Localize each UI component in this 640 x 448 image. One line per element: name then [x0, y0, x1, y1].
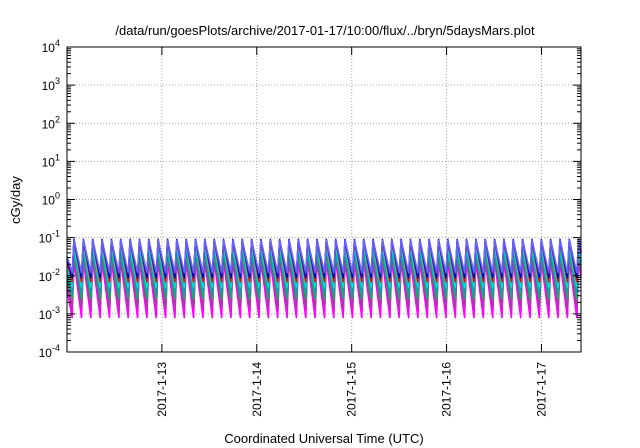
x-tick-label: 2017-1-17	[534, 362, 548, 417]
x-tick-label: 2017-1-15	[345, 362, 359, 417]
series-line	[66, 239, 582, 274]
y-axis: 104 103 102 101 100 10-1 10-2 10-3 10-4	[39, 38, 581, 360]
y-axis-label: cGy/day	[8, 176, 23, 224]
y-tick-label: 10-3	[39, 305, 60, 322]
y-tick-label: 100	[42, 191, 60, 208]
x-tick-label: 2017-1-14	[250, 362, 264, 417]
x-axis: 2017-1-13 2017-1-14 2017-1-15 2017-1-16 2017…	[155, 47, 548, 417]
y-tick-label: 10-2	[39, 267, 60, 284]
y-tick-label: 10-4	[39, 343, 60, 360]
x-tick-label: 2017-1-16	[440, 362, 454, 417]
series-layer	[66, 238, 582, 319]
y-tick-label: 10-1	[39, 229, 60, 246]
x-axis-label: Coordinated Universal Time (UTC)	[224, 431, 423, 446]
x-tick-label: 2017-1-13	[155, 362, 169, 417]
chart-title: /data/run/goesPlots/archive/2017-01-17/1…	[115, 23, 535, 38]
y-tick-label: 103	[42, 76, 60, 93]
y-tick-label: 101	[42, 152, 60, 169]
y-tick-label: 104	[42, 38, 60, 55]
y-tick-label: 102	[42, 114, 60, 131]
